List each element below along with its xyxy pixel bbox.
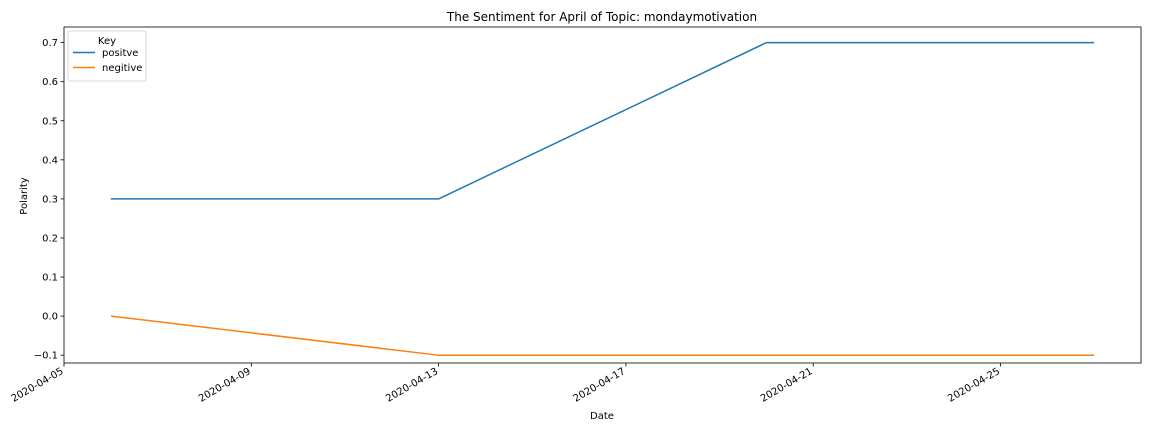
legend-box [67,30,147,82]
x-tick-label: 2020-04-17 [572,366,628,405]
x-tick-label: 2020-04-05 [10,366,66,405]
legend: Key positve negitive [67,30,147,82]
x-tick-label: 2020-04-13 [384,366,440,405]
y-tick-label: 0.6 [42,77,58,88]
legend-label: positve [102,48,138,59]
x-tick-label: 2020-04-21 [759,366,815,405]
x-axis-label: Date [590,411,614,422]
y-tick-label: 0.3 [42,194,58,205]
y-tick-label: −0.1 [34,351,58,362]
plot-frame [63,26,1142,364]
y-axis-ticks: −0.1 0.0 0.1 0.2 0.3 0.4 0.5 0.6 0.7 [34,38,64,362]
y-tick-label: 0.2 [42,233,58,244]
x-tick-label: 2020-04-25 [946,366,1002,405]
legend-title: Key [98,36,116,47]
y-tick-label: 0.5 [42,116,58,127]
y-tick-label: 0.0 [42,312,58,323]
series-line-1 [110,41,1095,200]
series-layer [110,41,1095,356]
series-line-2 [110,315,1095,356]
y-tick-label: 0.1 [42,273,58,284]
chart-title: The Sentiment for April of Topic: monday… [446,10,757,24]
y-tick-label: 0.4 [42,155,58,166]
legend-label: negitive [102,63,142,74]
x-axis-ticks: 2020-04-05 2020-04-09 2020-04-13 2020-04-17… [10,363,1002,405]
x-tick-label: 2020-04-09 [197,366,253,405]
y-tick-label: 0.7 [42,38,58,49]
y-axis-label: Polarity [19,177,30,215]
